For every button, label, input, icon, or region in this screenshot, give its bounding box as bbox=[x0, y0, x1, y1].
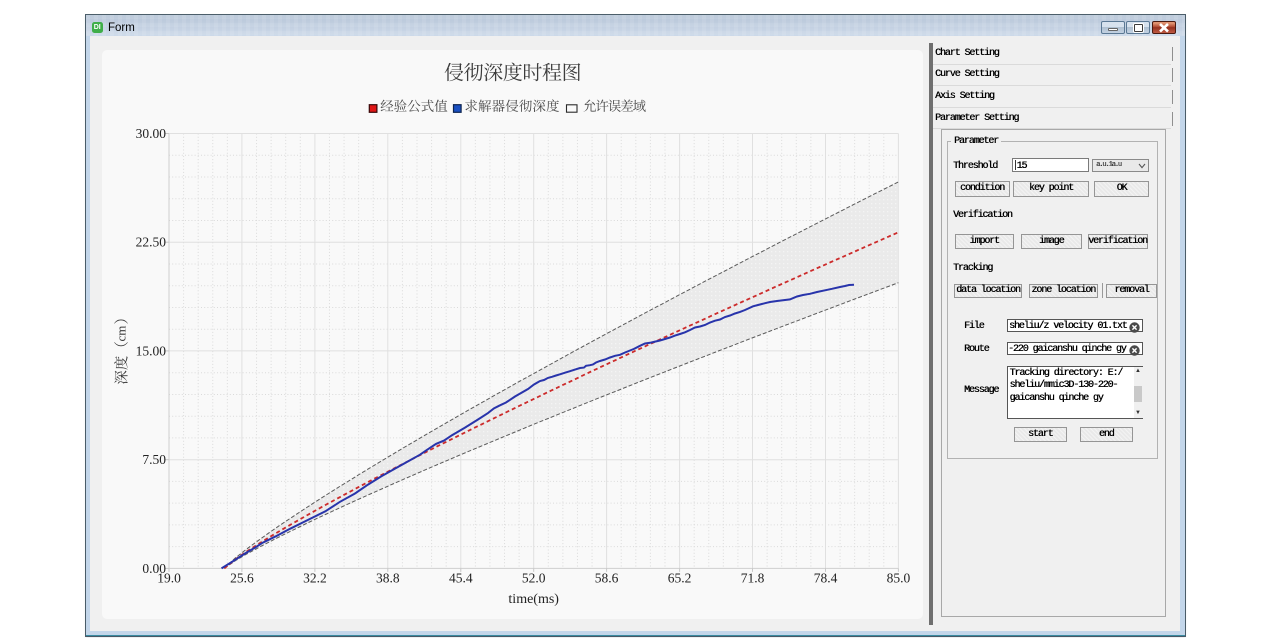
svg-text:78.4: 78.4 bbox=[814, 571, 838, 586]
svg-text:38.8: 38.8 bbox=[376, 571, 400, 586]
svg-text:15.00: 15.00 bbox=[136, 343, 167, 358]
svg-text:7.50: 7.50 bbox=[142, 452, 166, 467]
svg-text:0.00: 0.00 bbox=[142, 561, 166, 576]
svg-text:19.0: 19.0 bbox=[157, 571, 181, 586]
svg-text:cm: cm bbox=[114, 326, 129, 342]
svg-text:22.50: 22.50 bbox=[136, 235, 167, 250]
svg-text:58.6: 58.6 bbox=[595, 571, 619, 586]
svg-text:71.8: 71.8 bbox=[741, 571, 765, 586]
svg-text:25.6: 25.6 bbox=[230, 571, 254, 586]
svg-text:32.2: 32.2 bbox=[303, 571, 327, 586]
svg-text:85.0: 85.0 bbox=[887, 571, 911, 586]
svg-text:45.4: 45.4 bbox=[449, 571, 473, 586]
svg-text:30.00: 30.00 bbox=[136, 126, 167, 141]
svg-text:52.0: 52.0 bbox=[522, 571, 546, 586]
svg-text:65.2: 65.2 bbox=[668, 571, 692, 586]
svg-text:time(ms): time(ms) bbox=[508, 592, 559, 607]
